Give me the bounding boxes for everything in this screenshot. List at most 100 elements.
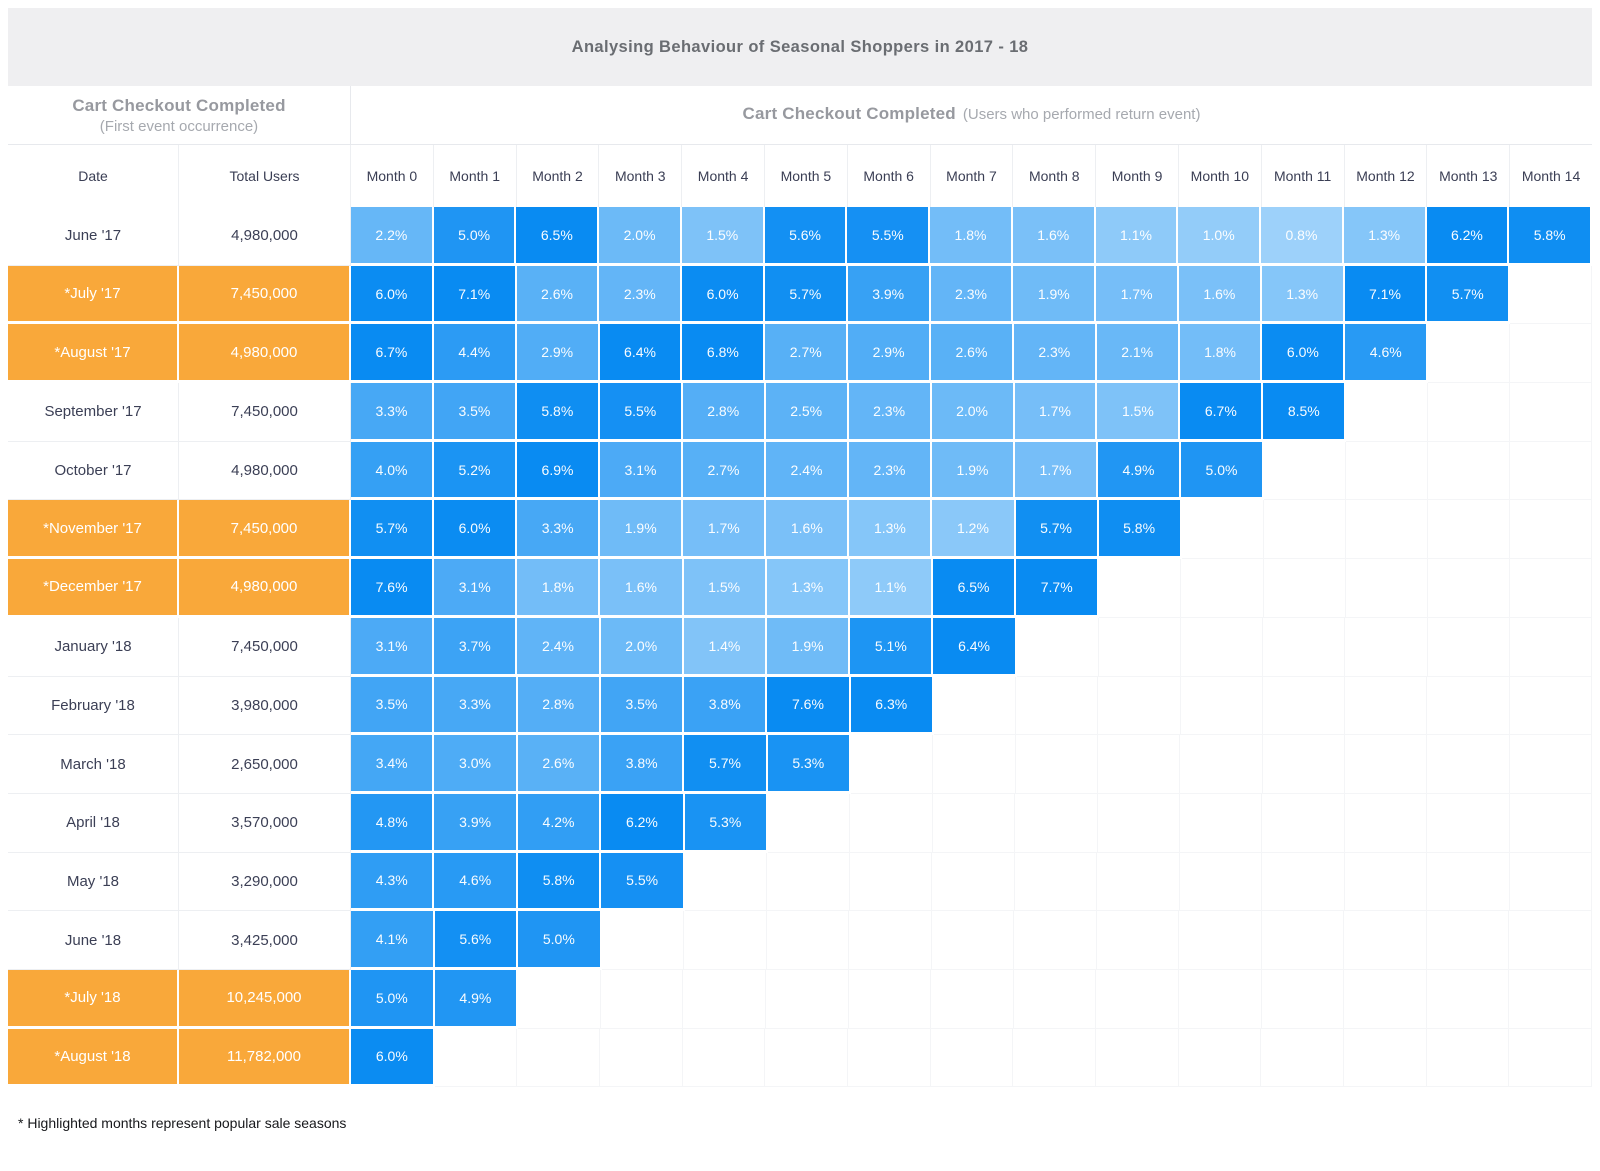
return-event-title: Cart Checkout Completed (742, 104, 956, 123)
retention-cell-empty (930, 1028, 1014, 1088)
column-header-total: Total Users (179, 145, 351, 207)
cohort-row: May '18 3,290,000 4.3% 4.6% 5.8% 5.5% (8, 852, 1593, 912)
cohort-row: April '18 3,570,000 4.8% 3.9% 4.2% 6.2% 5.3% (8, 793, 1593, 853)
report-title-bar: Analysing Behaviour of Seasonal Shoppers… (8, 8, 1592, 86)
cohort-row: *November '17 7,450,000 5.7% 6.0% 3.3% 1.9% 1.… (8, 500, 1592, 560)
retention-cell-empty (1016, 676, 1099, 736)
retention-cell: 5.7% (684, 735, 768, 794)
cohort-date: October '17 (8, 441, 179, 501)
cohort-date: January '18 (8, 617, 179, 677)
retention-cell-empty (1261, 969, 1345, 1029)
retention-cell: 1.0% (1178, 207, 1262, 266)
retention-cell-empty (1262, 676, 1346, 736)
retention-cell: 5.6% (764, 207, 848, 266)
retention-cell-empty (850, 793, 933, 853)
retention-cell-empty (1097, 793, 1181, 853)
retention-cell: 6.9% (517, 441, 600, 501)
retention-cell: 1.4% (683, 617, 768, 677)
retention-cell-empty (517, 1028, 601, 1088)
retention-cell-empty (1013, 969, 1097, 1029)
retention-cell-empty (1427, 852, 1510, 912)
cohort-row: September '17 7,450,000 3.3% 3.5% 5.8% 5.5% 2.… (8, 383, 1593, 442)
retention-cell-empty (1509, 500, 1592, 560)
retention-cell: 1.6% (1178, 265, 1262, 325)
first-event-title: Cart Checkout Completed (72, 95, 286, 115)
retention-cell-empty (1509, 559, 1593, 618)
retention-cell-empty (848, 1028, 931, 1088)
cohort-total-users: 3,570,000 (179, 793, 351, 853)
retention-cell-empty (1346, 383, 1429, 442)
retention-cell-empty (1261, 1028, 1345, 1088)
retention-cell: 3.4% (351, 735, 435, 794)
event-header-row: Cart Checkout Completed (First event occ… (8, 86, 1592, 145)
retention-cell: 1.5% (683, 559, 767, 618)
retention-cell-empty (1509, 617, 1593, 677)
retention-cell-empty (1428, 324, 1511, 384)
cohort-total-users: 3,290,000 (179, 852, 351, 912)
retention-cell-empty (1510, 441, 1592, 501)
cohort-date: *July '17 (8, 265, 179, 325)
retention-cell: 1.3% (849, 500, 933, 560)
cohort-row: March '18 2,650,000 3.4% 3.0% 2.6% 3.8% 5.7% 5.… (8, 735, 1592, 794)
retention-cell-empty (601, 911, 685, 970)
retention-cell: 6.0% (682, 265, 765, 325)
retention-cell: 4.3% (351, 852, 435, 912)
retention-cell: 3.3% (434, 676, 518, 736)
retention-cell: 3.1% (434, 559, 518, 618)
retention-cell: 2.0% (599, 207, 682, 266)
retention-cell: 6.0% (351, 265, 434, 325)
retention-cell-empty (1345, 617, 1428, 677)
retention-cell-empty (1427, 617, 1510, 677)
cohort-row: October '17 4,980,000 4.0% 5.2% 6.9% 3.1% 2.7%… (8, 441, 1592, 501)
retention-cell-empty (1013, 1028, 1097, 1088)
cohort-date: September '17 (8, 383, 179, 442)
cohort-total-users: 7,450,000 (179, 383, 351, 442)
cohort-date: June '17 (8, 207, 179, 266)
retention-cell-empty (1345, 559, 1428, 618)
retention-cell-empty (931, 969, 1014, 1029)
cohort-total-users: 2,650,000 (179, 735, 351, 794)
retention-cell-empty (1427, 735, 1510, 794)
retention-cell-empty (1510, 383, 1593, 442)
retention-cell: 4.1% (351, 911, 435, 970)
retention-cell: 7.6% (767, 676, 851, 736)
retention-cell-empty (850, 735, 934, 794)
retention-cell: 5.0% (351, 969, 435, 1029)
retention-cell: 5.8% (516, 383, 600, 442)
retention-cell: 3.8% (684, 676, 768, 736)
retention-cell-empty (1509, 676, 1592, 736)
retention-cell-empty (1181, 617, 1264, 677)
retention-cell-empty (1509, 793, 1593, 853)
retention-cell-empty (1344, 911, 1427, 970)
retention-cell-empty (1427, 793, 1510, 853)
retention-cell: 7.6% (351, 559, 435, 618)
column-header-row: Date Total Users Month 0 Month 1 Month 2 Mo… (8, 145, 1592, 207)
retention-cell-empty (931, 911, 1015, 970)
retention-cell: 1.9% (1013, 265, 1097, 325)
retention-cell-empty (1427, 676, 1510, 736)
retention-cell: 1.8% (1179, 324, 1263, 384)
retention-cell-empty (766, 911, 850, 970)
retention-cell: 7.7% (1016, 559, 1100, 618)
cohort-total-users: 3,425,000 (179, 911, 351, 970)
cohort-date: *August '18 (8, 1028, 179, 1088)
retention-cell: 1.3% (1261, 265, 1345, 325)
retention-cell: 6.0% (351, 1028, 435, 1088)
retention-cell-empty (518, 969, 601, 1029)
retention-cell-empty (1180, 735, 1263, 794)
retention-cell-empty (1264, 441, 1346, 501)
retention-cell: 5.8% (1509, 207, 1593, 266)
retention-cell-empty (683, 969, 766, 1029)
retention-cell-empty (600, 1028, 683, 1088)
retention-cell-empty (1263, 559, 1346, 618)
retention-cell-empty (1181, 559, 1264, 618)
cohort-total-users: 7,450,000 (179, 617, 351, 677)
retention-cell-empty (1097, 735, 1181, 794)
retention-cell-empty (1262, 735, 1345, 794)
retention-cell: 2.3% (1013, 324, 1097, 384)
retention-cell-empty (1428, 441, 1510, 501)
retention-cell-empty (1428, 383, 1511, 442)
retention-cell-empty (1179, 911, 1262, 970)
retention-cell-empty (684, 852, 768, 912)
retention-cell: 2.3% (849, 441, 932, 501)
